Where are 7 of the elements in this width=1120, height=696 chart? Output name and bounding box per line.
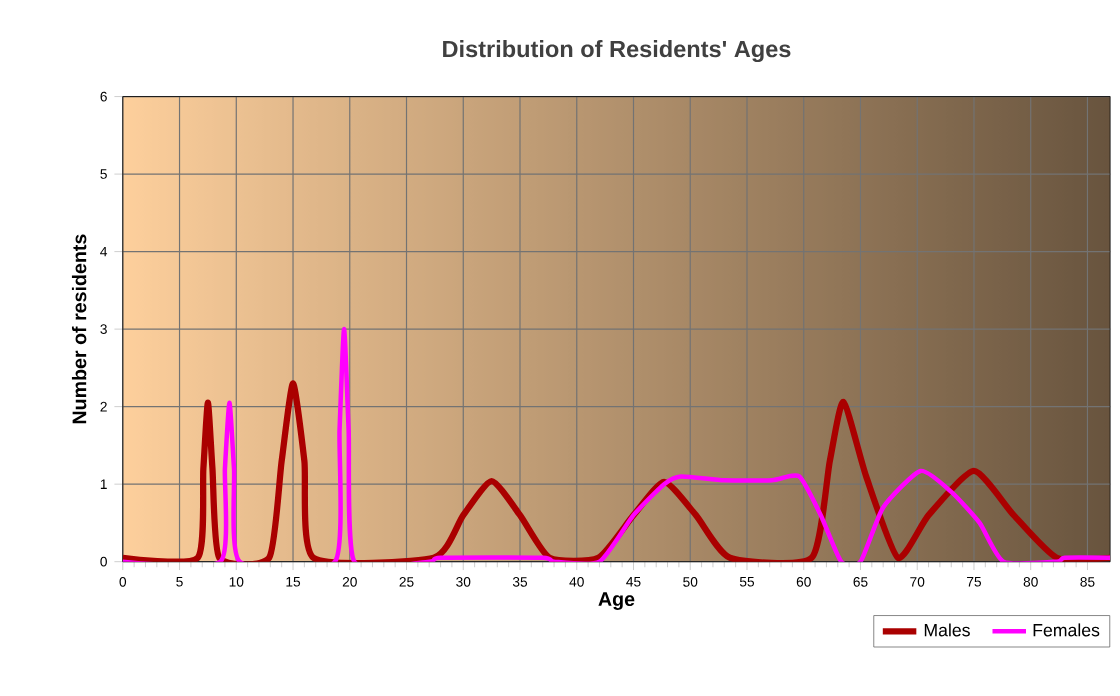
chart-title: Distribution of Residents' Ages	[443, 40, 791, 63]
line-series	[122, 380, 1111, 562]
line-series	[122, 327, 1111, 562]
legend-label: Males	[924, 623, 970, 637]
x-axis-title: Age	[598, 592, 635, 611]
y-axis-title: Number of residents	[71, 234, 87, 424]
legend-label: Females	[1033, 623, 1100, 637]
